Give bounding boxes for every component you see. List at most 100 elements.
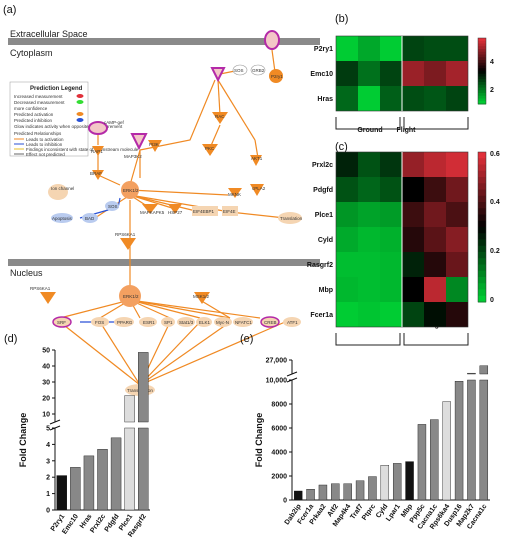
sp1-node xyxy=(161,317,175,327)
bar xyxy=(124,395,135,423)
nuclear-membrane-bar xyxy=(8,259,320,266)
heatmap-cell xyxy=(336,36,358,61)
heatmap-cell xyxy=(446,202,468,227)
heatmap-cell xyxy=(358,252,380,277)
y-tick-label: 3 xyxy=(46,458,50,465)
sos-node xyxy=(105,201,119,211)
bar xyxy=(293,490,303,501)
legend-swatch-green xyxy=(76,100,84,104)
y-tick-label: 4000 xyxy=(271,450,287,457)
node-label: ESR1 xyxy=(143,320,155,325)
hsp27-node xyxy=(168,204,182,214)
panel-d-ylabel: Fold Change xyxy=(18,413,28,468)
heatmap-cell xyxy=(424,302,446,327)
node-label: PI3K xyxy=(149,142,159,147)
esr1-node xyxy=(139,317,157,327)
akt1-node xyxy=(250,155,262,166)
heatmap-cell xyxy=(358,152,380,177)
heatmap-cell xyxy=(402,227,424,252)
node-label: MKNK xyxy=(228,192,241,197)
edge xyxy=(271,49,276,73)
color-scale-segment xyxy=(478,220,486,228)
bar xyxy=(467,372,476,375)
color-scale-border xyxy=(477,37,487,105)
ground-bracket xyxy=(335,333,401,346)
heatmap-cell xyxy=(358,302,380,327)
edge xyxy=(139,321,231,386)
bad-node xyxy=(82,213,98,223)
camp-gef-node xyxy=(88,121,108,135)
color-scale-segment xyxy=(478,239,486,247)
panel-a: (a) Extracellular Space Cytoplasm Nucleu… xyxy=(3,4,320,396)
edge xyxy=(97,174,121,186)
bar xyxy=(97,449,108,511)
heatmap-cell xyxy=(424,277,446,302)
bar xyxy=(479,379,489,501)
bar xyxy=(368,476,377,501)
apoptosis-node xyxy=(51,213,73,223)
y-tick-label: 30 xyxy=(42,380,50,387)
node-label: MAPKAPK5 xyxy=(140,210,165,215)
color-scale-segment xyxy=(478,195,486,203)
legend-item: Decreased measurement xyxy=(14,100,65,105)
ion-channel-node xyxy=(48,184,68,200)
node-label: SOS xyxy=(108,204,118,209)
color-scale-segment xyxy=(478,68,486,72)
heatmap-cell xyxy=(424,152,446,177)
node-label: RPS6KA1 xyxy=(115,232,136,237)
heatmap-cell xyxy=(402,177,424,202)
axis-break xyxy=(49,425,61,431)
color-scale-segment xyxy=(478,57,486,61)
color-scale-segment xyxy=(478,227,486,234)
heatmap-cell xyxy=(446,36,468,61)
flight-bracket xyxy=(403,333,469,346)
scale-tick: 0.6 xyxy=(490,151,500,158)
node-label: Myc-N xyxy=(216,320,229,325)
heatmap-cell xyxy=(358,36,380,61)
legend-item: Findings inconsistent with state of down… xyxy=(26,147,139,152)
node-label: SP1 xyxy=(164,320,173,325)
legend-item: Leads to activation xyxy=(26,137,64,142)
bar xyxy=(138,352,149,423)
y-tick-label: 2000 xyxy=(271,474,287,481)
edge xyxy=(139,321,286,386)
srf-node xyxy=(52,316,72,328)
node-label: FOS xyxy=(95,320,104,325)
rap1-node xyxy=(92,146,104,156)
edge xyxy=(217,79,221,116)
color-scale-segment xyxy=(478,245,486,253)
rps6ka1-cyto-node xyxy=(120,238,136,250)
color-scale-segment xyxy=(478,76,486,80)
bar xyxy=(355,480,365,501)
bar xyxy=(56,475,67,511)
bar xyxy=(138,427,149,511)
panel-b: (b) Flight Ground 4 2 P2ry1 Emc10 Hras xyxy=(310,13,494,134)
heatmap-row-label: Hras xyxy=(317,96,333,103)
panel-e: (e) Fold Change 0 2000 4000 6000 8000 10,000 2… xyxy=(240,333,490,531)
node-label: PKC xyxy=(205,146,215,151)
legend-item: Increased measurement xyxy=(14,94,63,99)
mapkapk5-node xyxy=(142,204,158,214)
heatmap-cell xyxy=(358,202,380,227)
node-label: MAP3K2 xyxy=(124,154,142,159)
node-label: ERK1/2 xyxy=(123,294,139,299)
edge xyxy=(229,211,286,219)
heatmap-cell xyxy=(380,152,402,177)
scale-tick: 0.4 xyxy=(490,199,500,206)
node-label: EIF4EBP1 xyxy=(193,209,215,214)
legend-item: more confidence xyxy=(14,106,48,111)
color-scale-segment xyxy=(478,202,486,209)
map3k2-node xyxy=(130,133,148,151)
heatmap-cell xyxy=(380,177,402,202)
panel-c: (c) Ground Flight 0.6 0.4 0.2 0 Prxl2cPd… xyxy=(307,141,500,346)
node-label: SOS xyxy=(234,68,244,73)
mycn-node xyxy=(214,317,232,327)
bar xyxy=(83,455,95,511)
bar xyxy=(110,437,122,511)
bar xyxy=(417,424,427,501)
heatmap-row-label: Pdgfd xyxy=(313,187,333,194)
color-scale-segment xyxy=(478,54,486,58)
heatmap-cell xyxy=(446,86,468,111)
heatmap-cell xyxy=(402,202,424,227)
color-scale-segment xyxy=(478,62,486,66)
